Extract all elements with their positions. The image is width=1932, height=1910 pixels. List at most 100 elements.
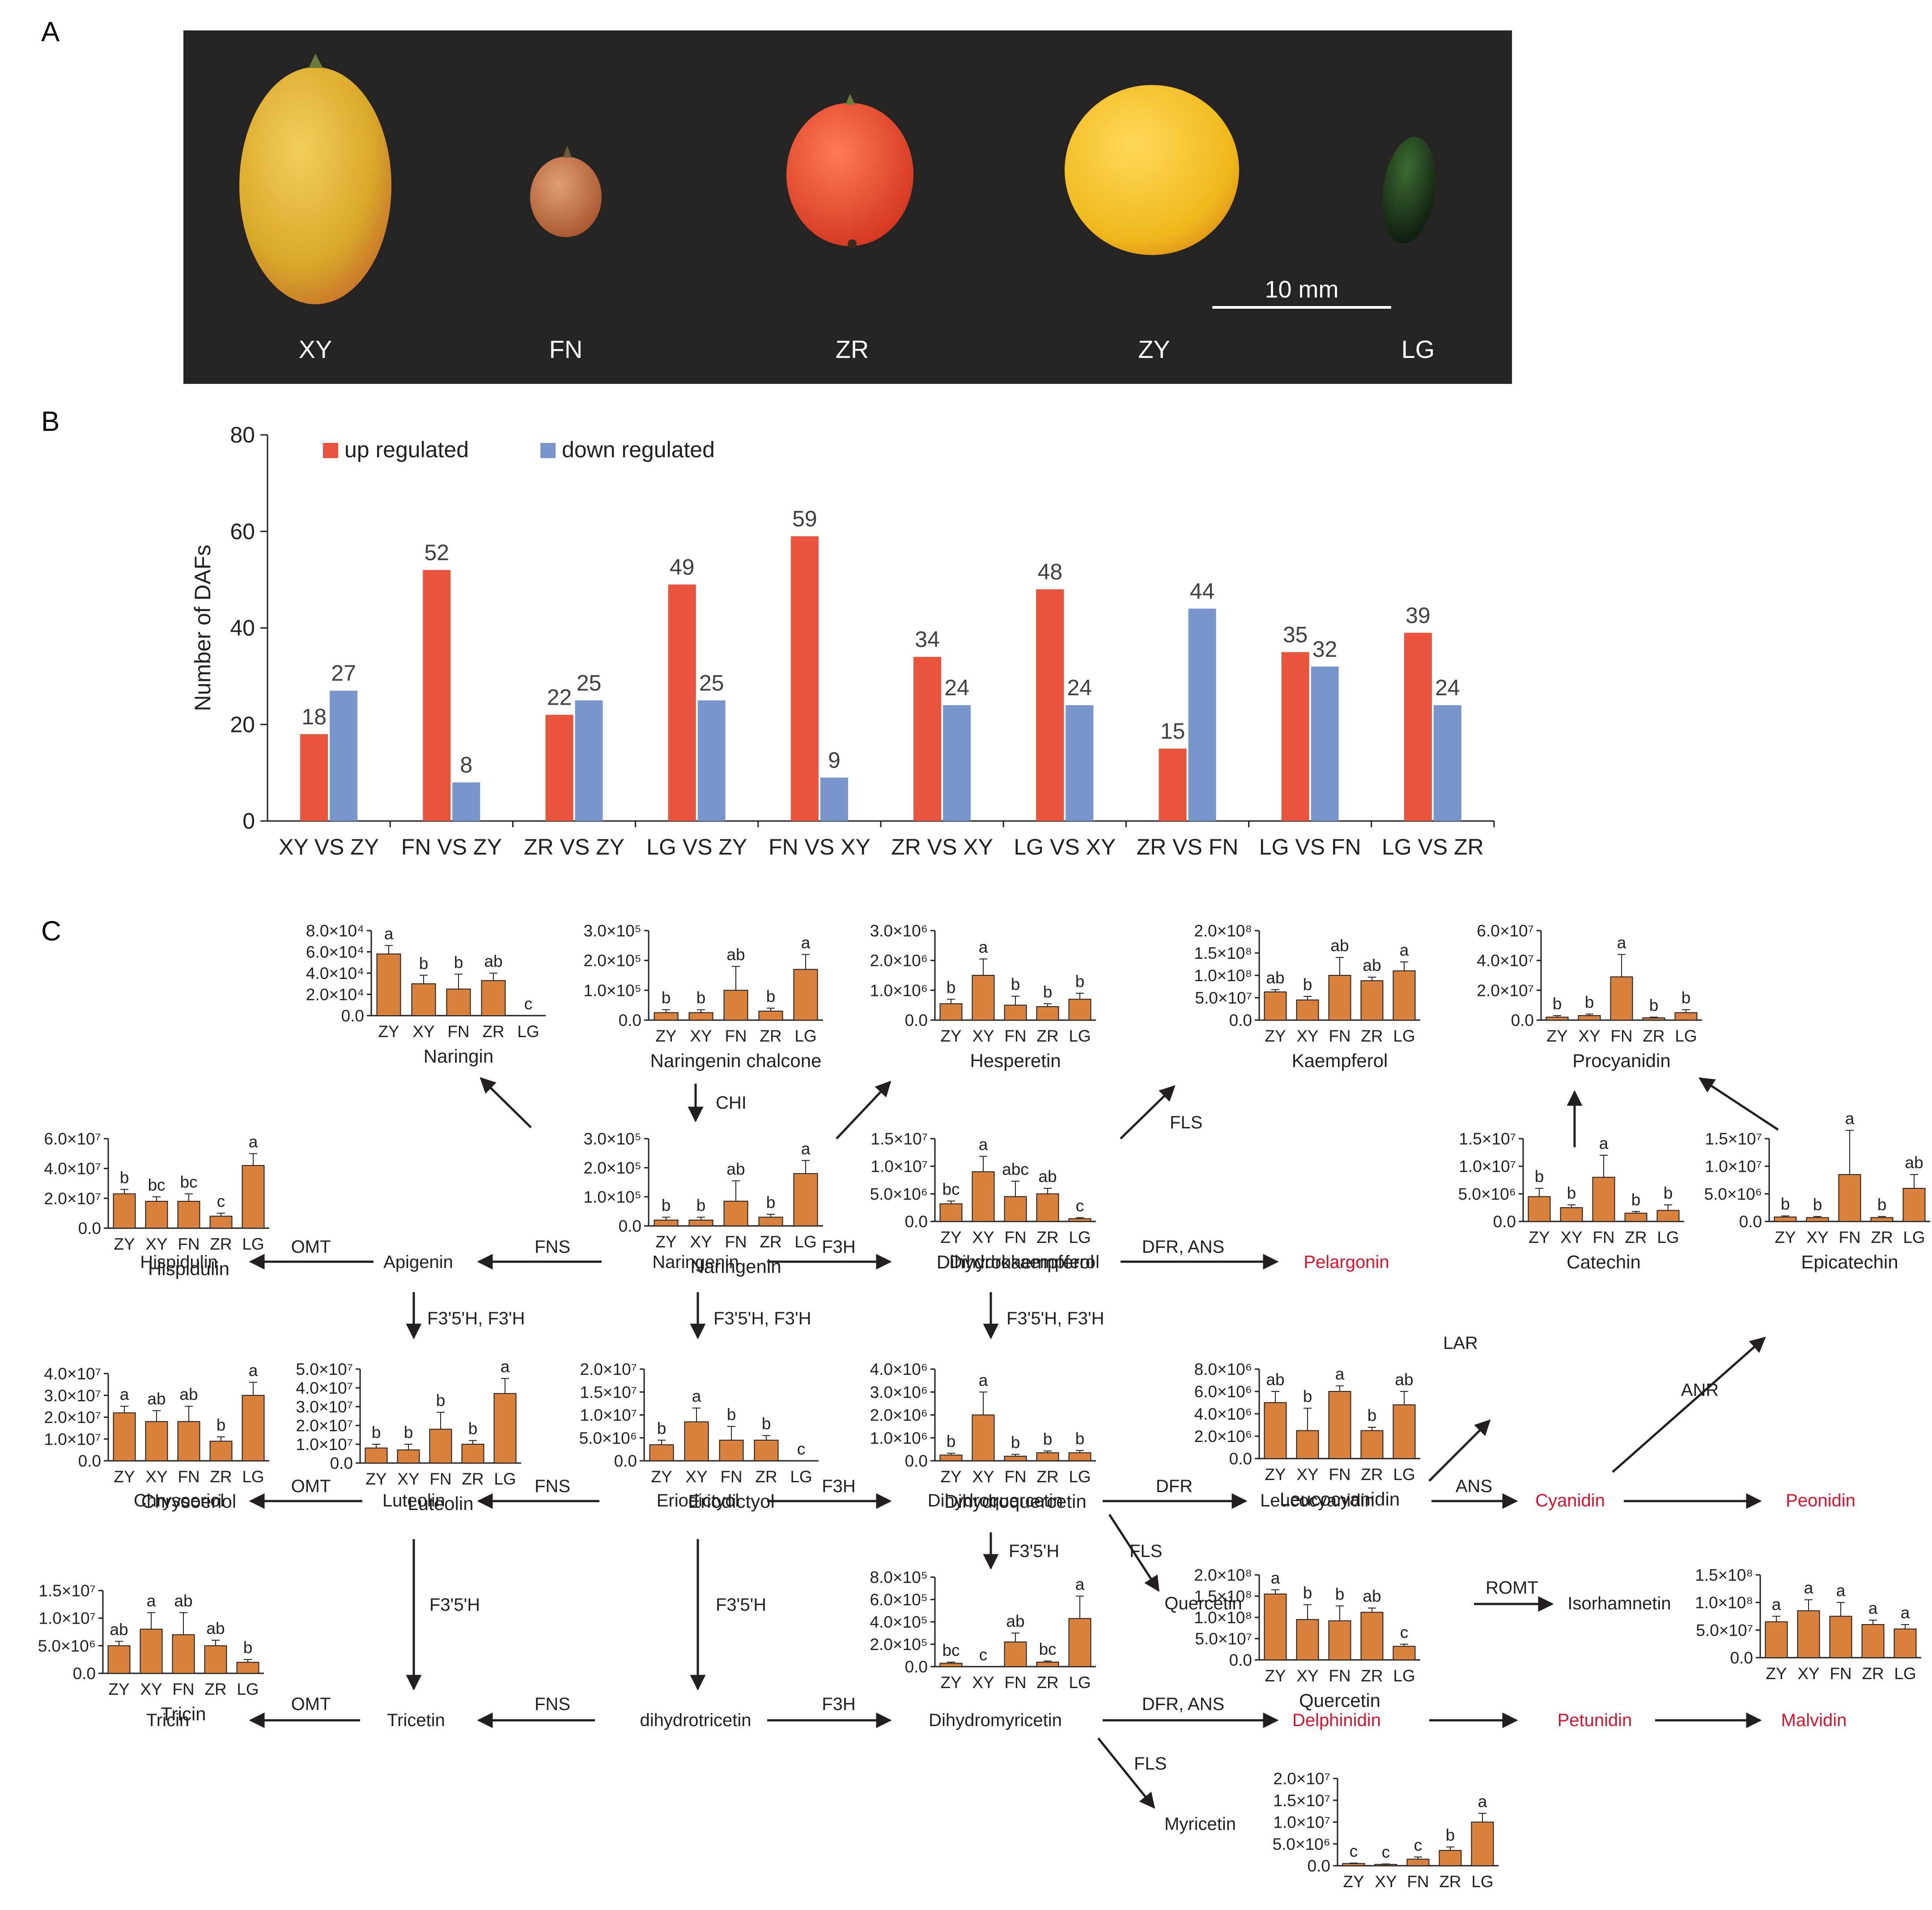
mini-x-tick-label: ZR [482,1022,504,1041]
significance-letter: ab [1266,1370,1284,1389]
mini-y-tick-label: 4.0×10⁷ [1477,952,1534,970]
mini-y-tick-label: 4.0×10⁷ [44,1160,101,1178]
chart-dihydromyricetin: 0.02.0×10⁵4.0×10⁵6.0×10⁵8.0×10⁵bcZYcXYab… [870,1568,1096,1692]
significance-letter: b [1781,1195,1790,1213]
significance-letter: ab [1266,969,1284,987]
mini-y-tick-label: 1.5×10⁷ [580,1383,637,1401]
mini-bar [1264,991,1287,1021]
significance-letter: a [1868,1599,1878,1617]
legend-label: up regulated [344,437,469,462]
mini-bar [1439,1850,1462,1866]
mini-x-tick-label: LG [1393,1027,1415,1045]
significance-letter: a [801,1140,811,1158]
mini-bar [177,1201,200,1229]
mini-chart-title: Naringenin chalcone [650,1050,822,1071]
compound-peonidin: Peonidin [1786,1491,1856,1510]
mini-x-tick-label: XY [690,1027,712,1045]
mini-bar [145,1201,168,1229]
significance-letter: b [696,1196,706,1215]
mini-bar [1765,1621,1788,1658]
significance-letter: a [1599,1134,1609,1153]
mini-x-tick-label: ZY [114,1468,135,1486]
chart-myricetin: 0.0 5.0×10⁶ 1.0×10⁷ 1.5×10⁷ 2.0×10⁷ c ZY c XY c FN… [1273,1770,1499,1891]
legend-swatch [540,443,556,458]
mini-bar [209,1216,233,1229]
bar-value-label: 25 [699,670,724,695]
significance-letter: a [1804,1579,1813,1597]
mini-bar [1360,980,1384,1021]
bar-up [300,734,328,821]
bar-value-label: 49 [670,554,695,579]
fruit-label-zy: ZY [1138,335,1170,363]
mini-y-tick-label: 3.0×10⁷ [296,1398,353,1416]
mini-bar [972,975,995,1021]
x-tick-label: LG VS FN [1259,834,1361,859]
significance-letter: a [1845,1110,1855,1128]
significance-letter: ab [1395,1370,1413,1389]
mini-y-tick-label: 5.0×10⁷ [1195,1630,1252,1648]
fruit-fn: FN [530,145,602,363]
bar-up [1404,633,1432,821]
mini-y-tick-label: 1.0×10⁸ [1695,1594,1753,1612]
mini-x-tick-label: LG [242,1235,264,1253]
mini-y-tick-label: 0.0 [905,1212,928,1231]
mini-x-tick-label: ZR [1361,1465,1383,1484]
mini-bar [204,1645,227,1674]
mini-x-tick-label: LG [1393,1667,1415,1685]
bar-value-label: 35 [1283,622,1308,647]
mini-bar [754,1439,779,1461]
pathway-compounds: Hispidulin Apigenin Naringenin Dihydroka… [134,1252,1856,1834]
mini-x-tick-label: XY [140,1680,162,1698]
mini-y-tick-label: 1.0×10⁷ [870,1157,928,1176]
mini-bar [140,1629,163,1674]
compound-leucocyanidin: Leucocyanidin [1260,1491,1375,1510]
mini-y-tick-label: 2.0×10⁷ [296,1417,353,1435]
mini-y-tick-label: 2.0×10⁷ [580,1360,637,1378]
mini-bar [1004,1455,1027,1461]
mini-bar [1610,976,1633,1021]
mini-y-tick-label: 0.0 [1229,1651,1252,1669]
x-tick-label: LG VS ZR [1382,834,1484,859]
mini-x-tick-label: LG [1069,1468,1091,1486]
mini-chart-title: Leucocyanidin [1280,1489,1400,1510]
mini-bar [1870,1217,1894,1222]
mini-y-tick-label: 3.0×10⁵ [583,1130,641,1148]
enzyme-f35h-2: F3'5'H [429,1595,480,1615]
significance-letter: ab [1905,1153,1923,1172]
y-tick-label: 80 [230,422,255,447]
mini-bar [1674,1012,1698,1021]
significance-letter: b [468,1420,478,1438]
significance-letter: b [1631,1191,1641,1209]
significance-letter: b [1043,1430,1053,1448]
mini-y-tick-label: 6.0×10⁶ [1194,1383,1252,1401]
compound-dihydrotricetin: dihydrotricetin [640,1710,751,1730]
mini-x-tick-label: LG [242,1468,264,1486]
mini-chart-title: Chrysoeriol [141,1491,236,1512]
mini-bar [688,1220,713,1226]
mini-bar [429,1429,452,1463]
chart-leucocyanidin: 0.0 2.0×10⁶ 4.0×10⁶ 6.0×10⁶ 8.0×10⁶ ab ZY b XY a F… [1194,1360,1420,1510]
mini-x-tick-label: ZY [1529,1228,1550,1246]
mini-y-tick-label: 1.5×10⁷ [1273,1791,1330,1810]
chart-procyanidin: 0.0 2.0×10⁷ 4.0×10⁷ 6.0×10⁷ b ZY b XY a FN b ZR b LG P… [1477,922,1702,1071]
significance-letter: bc [942,1641,960,1659]
metabolite-charts: 0.0 2.0×10⁴ 4.0×10⁴ 6.0×10⁴ 8.0×10⁴ a ZY b XY b FN… [38,922,1930,1891]
significance-letter: c [1414,1836,1422,1855]
mini-x-tick-label: ZY [655,1027,676,1045]
mini-x-tick-label: LG [1069,1673,1091,1692]
compound-naringenin: Naringenin [652,1252,739,1272]
x-tick-label: ZR VS FN [1137,834,1239,859]
bar-value-label: 18 [301,704,327,729]
mini-y-tick-label: 3.0×10⁶ [870,922,928,940]
bar-value-label: 59 [792,506,817,532]
mini-bar [1036,1193,1059,1222]
significance-letter: b [217,1416,226,1434]
scale-bar-label: 10 mm [1265,276,1338,303]
mini-chart-title: Naringin [424,1046,493,1067]
significance-letter: ab [1363,956,1381,974]
mini-chart-title: Hesperetin [970,1050,1061,1071]
chart-chrysoeriol: 0.01.0×10⁷2.0×10⁷3.0×10⁷4.0×10⁷aZYabXYab… [44,1361,269,1512]
mini-bar [654,1220,679,1226]
significance-letter: b [454,953,463,971]
mini-bar [793,969,818,1021]
